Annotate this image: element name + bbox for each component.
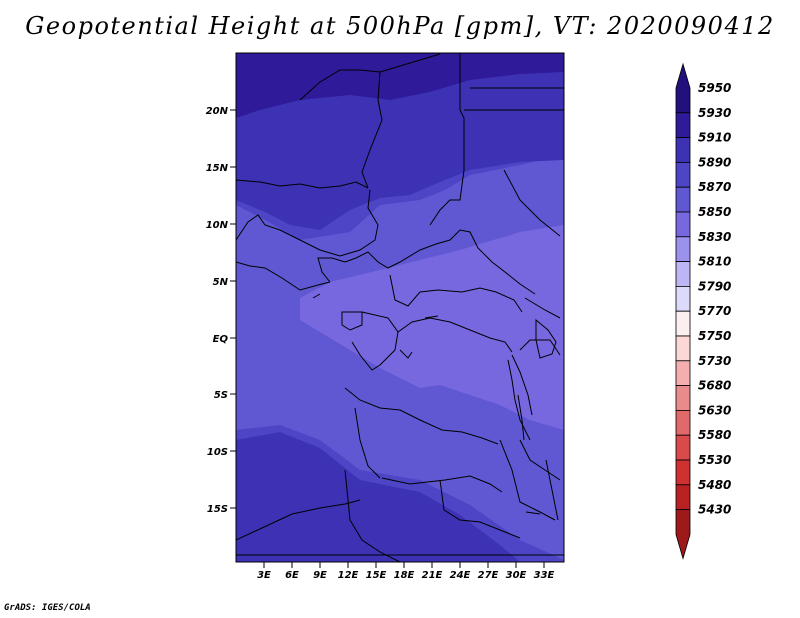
lat-label: EQ	[213, 334, 229, 345]
colorbar-cell	[675, 484, 691, 510]
colorbar-label: 5850	[698, 205, 731, 219]
field-5850-east	[480, 225, 564, 270]
colorbar-cells	[675, 62, 691, 560]
colorbar-cell	[675, 261, 691, 287]
map-panel	[235, 52, 565, 563]
lat-label: 15N	[206, 163, 229, 174]
colorbar-cell	[675, 211, 691, 238]
lon-label: 21E	[422, 570, 443, 581]
colorbar-label: 5830	[698, 230, 731, 244]
lon-label: 33E	[534, 570, 555, 581]
lon-label: 6E	[285, 570, 299, 581]
colorbar-cell	[675, 385, 691, 411]
lon-label: 15E	[366, 570, 387, 581]
colorbar-label: 5750	[698, 329, 731, 343]
colorbar-cell	[675, 310, 691, 337]
colorbar-label: 5630	[698, 403, 731, 417]
page-title: Geopotential Height at 500hPa [gpm], VT:…	[25, 12, 775, 40]
colorbar-cell	[675, 434, 691, 461]
colorbar-label: 5730	[698, 354, 731, 368]
lat-label: 5S	[214, 390, 228, 401]
colorbar-labels: 5950 5930 5910 5890 5870 5850 5830 5810 5790 5770…	[698, 81, 731, 517]
lake-outlines	[312, 293, 557, 515]
colorbar-label: 5790	[698, 279, 731, 293]
colorbar-label: 5950	[698, 81, 731, 95]
colorbar-label: 5480	[698, 478, 731, 492]
colorbar-label: 5910	[698, 131, 731, 145]
field-5850-central	[300, 228, 564, 430]
field-5930-top	[236, 53, 564, 118]
lat-label: 10N	[206, 220, 229, 231]
lon-label: 18E	[394, 570, 415, 581]
colorbar-cell	[675, 62, 691, 114]
colorbar-cell	[675, 186, 691, 213]
lat-label: 15S	[207, 504, 228, 515]
colorbar-cell	[675, 409, 691, 436]
colorbar-label: 5430	[698, 503, 731, 517]
lon-label: 24E	[450, 570, 471, 581]
colorbar-cell	[675, 360, 691, 386]
lat-label: 5N	[213, 277, 229, 288]
lon-label: 3E	[257, 570, 271, 581]
colorbar-label: 5810	[698, 255, 731, 269]
colorbar-cell	[675, 112, 691, 139]
colorbar-label: 5890	[698, 155, 731, 169]
field-5910-south	[236, 432, 520, 562]
colorbar-label: 5580	[698, 428, 731, 442]
colorbar-label: 5930	[698, 106, 731, 120]
lat-label: 20N	[206, 106, 229, 117]
colorbar-cell	[675, 335, 691, 362]
colorbar: 5950 5930 5910 5890 5870 5850 5830 5810 5790 5770…	[675, 62, 731, 560]
map-frame	[235, 52, 565, 563]
colorbar-cell	[675, 285, 691, 312]
colorbar-cell	[675, 459, 691, 486]
colorbar-label: 5870	[698, 180, 731, 194]
country-borders	[236, 53, 564, 562]
lon-label: 30E	[506, 570, 527, 581]
colorbar-cell	[675, 236, 691, 263]
colorbar-label: 5530	[698, 453, 731, 467]
credit-text: GrADS: IGES/COLA	[4, 603, 91, 613]
colorbar-cell	[675, 509, 691, 560]
colorbar-cell	[675, 137, 691, 163]
colorbar-label: 5770	[698, 304, 731, 318]
longitude-axis: 3E 6E 9E 12E 15E 18E 21E 24E 27E 30E 33E	[257, 562, 555, 581]
colorbar-label: 5680	[698, 379, 731, 393]
lon-label: 9E	[313, 570, 327, 581]
lon-label: 27E	[478, 570, 499, 581]
lat-label: 10S	[207, 447, 228, 458]
colorbar-cell	[675, 161, 691, 188]
lon-label: 12E	[338, 570, 359, 581]
latitude-axis: 20N 15N 10N 5N EQ 5S 10S 15S	[206, 106, 236, 515]
